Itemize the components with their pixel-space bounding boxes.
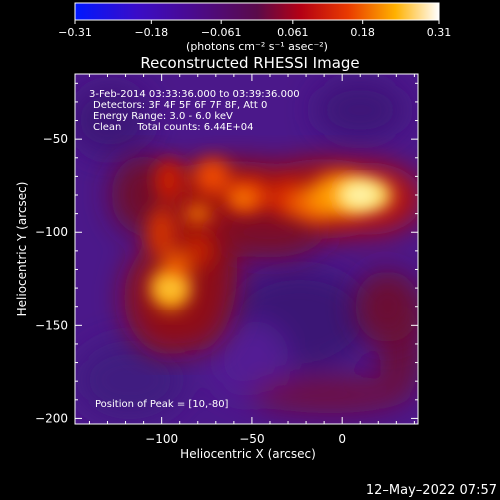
observation-info: 3-Feb-2014 03:33:36.000 to 03:39:36.000 … xyxy=(89,89,300,410)
x-tick-label: 0 xyxy=(338,432,346,446)
colorbar-tick-label: 0.061 xyxy=(277,26,309,39)
background-texture xyxy=(75,80,418,420)
colorbar-tick-label: 0.18 xyxy=(350,26,375,39)
emission-blob xyxy=(154,158,184,202)
y-tick-label: −200 xyxy=(35,411,68,425)
emission-sources xyxy=(111,155,418,356)
y-axis-label: Heliocentric Y (arcsec) xyxy=(15,182,29,317)
x-axis: −100 −50 0 xyxy=(88,74,415,446)
colorbar-strip xyxy=(74,2,440,21)
colorbar-tick-label: −0.18 xyxy=(134,26,168,39)
emission-halo-blob xyxy=(215,207,324,258)
x-tick-label: −50 xyxy=(239,432,264,446)
x-axis-label: Heliocentric X (arcsec) xyxy=(180,447,316,461)
colorbar-tick-label: −0.31 xyxy=(58,26,92,39)
emission-blob xyxy=(183,232,213,269)
emission-blob xyxy=(147,207,177,258)
colorbar: −0.31 −0.18 −0.061 0.061 0.18 0.31 (photons c… xyxy=(58,2,451,53)
emission-halo-blob xyxy=(354,270,418,343)
info-line-4: Clean Total counts: 6.44E+04 xyxy=(93,122,253,133)
y-tick-label: −150 xyxy=(35,318,68,332)
emission-source xyxy=(184,205,211,222)
y-tick-label: −50 xyxy=(43,132,68,146)
emission-source xyxy=(338,181,382,209)
plot-area xyxy=(75,74,418,424)
peak-position-label: Position of Peak = [10,-80] xyxy=(95,399,229,410)
y-axis: −50 −100 −150 −200 xyxy=(35,82,418,425)
info-line-3: Energy Range: 3.0 - 6.0 keV xyxy=(93,111,233,122)
colorbar-ticks: −0.31 −0.18 −0.061 0.061 0.18 0.31 xyxy=(58,20,451,39)
emission-peaks xyxy=(154,181,382,299)
colorbar-tick-label: −0.061 xyxy=(201,26,242,39)
info-line-2: Detectors: 3F 4F 5F 6F 7F 8F, Att 0 xyxy=(93,100,267,111)
colorbar-unit-label: (photons cm⁻² s⁻¹ asec⁻²) xyxy=(186,40,328,53)
timestamp: 12–May–2022 07:57 xyxy=(366,483,497,498)
emission-source xyxy=(229,190,257,208)
plot-frame xyxy=(74,73,419,425)
emission-source xyxy=(154,277,188,299)
info-line-1: 3-Feb-2014 03:33:36.000 to 03:39:36.000 xyxy=(89,89,300,100)
emission-blob xyxy=(194,158,231,195)
y-tick-label: −100 xyxy=(35,225,68,239)
colorbar-tick-label: 0.31 xyxy=(427,26,452,39)
x-tick-label: −100 xyxy=(145,432,178,446)
chart-title: Reconstructed RHESSI Image xyxy=(140,54,359,72)
